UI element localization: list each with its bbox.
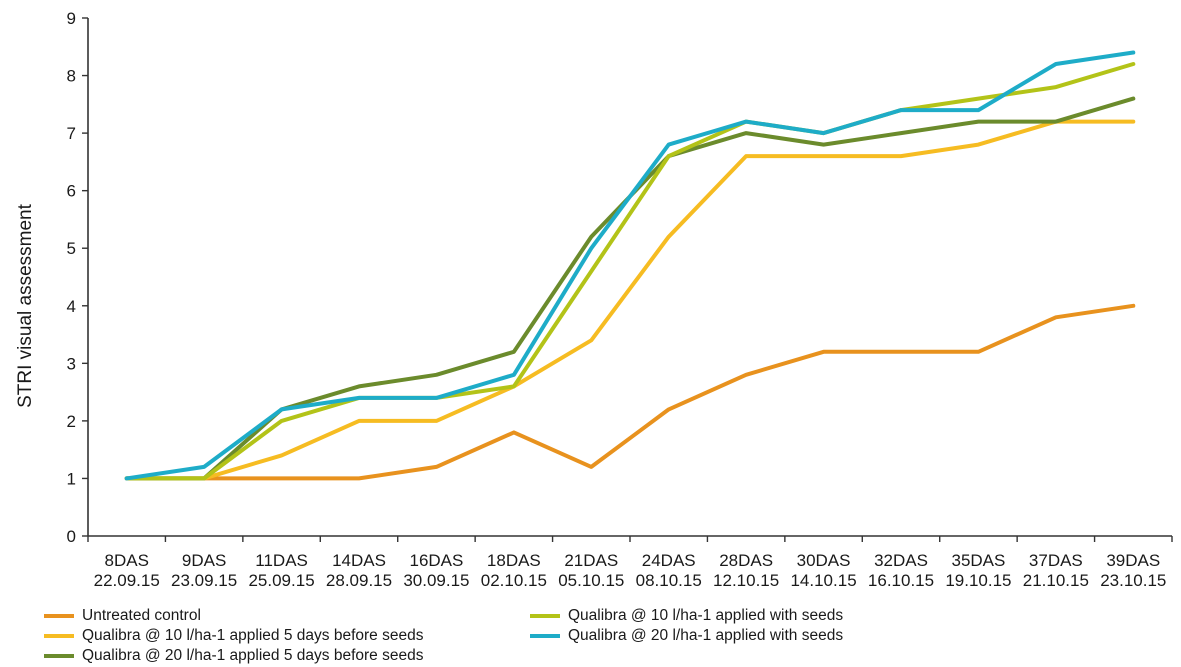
series-lines xyxy=(124,50,1136,481)
x-tick-label-das: 30DAS xyxy=(797,551,851,570)
y-tick-label: 1 xyxy=(67,469,76,488)
x-tick-label-date: 28.09.15 xyxy=(326,571,392,590)
x-tick-label-das: 32DAS xyxy=(874,551,928,570)
x-tick-label-date: 23.09.15 xyxy=(171,571,237,590)
x-tick-label-das: 21DAS xyxy=(564,551,618,570)
x-tick-label-das: 14DAS xyxy=(332,551,386,570)
legend-swatch xyxy=(530,634,560,638)
x-tick-label-das: 37DAS xyxy=(1029,551,1083,570)
y-tick-label: 9 xyxy=(67,9,76,28)
x-tick-label-date: 25.09.15 xyxy=(248,571,314,590)
legend-item-qualibra-20-with: Qualibra @ 20 l/ha-1 applied with seeds xyxy=(530,626,843,646)
x-tick-label-das: 8DAS xyxy=(105,551,149,570)
y-tick-label: 2 xyxy=(67,412,76,431)
y-tick-label: 3 xyxy=(67,354,76,373)
x-tick-label-date: 12.10.15 xyxy=(713,571,779,590)
x-tick-label-das: 35DAS xyxy=(951,551,1005,570)
series-line-0 xyxy=(124,303,1136,481)
x-tick-label-date: 08.10.15 xyxy=(636,571,702,590)
x-tick-label-das: 18DAS xyxy=(487,551,541,570)
x-tick-label-date: 21.10.15 xyxy=(1023,571,1089,590)
y-tick-label: 5 xyxy=(67,239,76,258)
series-line-3 xyxy=(124,62,1136,481)
series-line-1 xyxy=(124,119,1136,481)
legend-swatch xyxy=(44,614,74,618)
x-tick-label-date: 05.10.15 xyxy=(558,571,624,590)
y-tick-label: 0 xyxy=(67,527,76,546)
x-tick-label-das: 24DAS xyxy=(642,551,696,570)
x-tick-label-das: 16DAS xyxy=(409,551,463,570)
legend-swatch xyxy=(530,614,560,618)
y-axis: 0 1 2 3 4 5 6 7 8 9 xyxy=(67,9,89,546)
legend-swatch xyxy=(44,634,74,638)
legend-label: Qualibra @ 20 l/ha-1 applied with seeds xyxy=(568,627,844,644)
legend-label: Untreated control xyxy=(82,607,201,624)
y-tick-label: 8 xyxy=(67,67,76,86)
x-tick-label-date: 23.10.15 xyxy=(1100,571,1166,590)
legend-item-untreated-control: Untreated control xyxy=(44,606,201,626)
legend-swatch xyxy=(44,654,74,658)
x-tick-label-das: 11DAS xyxy=(255,551,308,570)
legend: Untreated control Qualibra @ 10 l/ha-1 a… xyxy=(44,604,1044,666)
x-tick-label-date: 14.10.15 xyxy=(790,571,856,590)
legend-label: Qualibra @ 20 l/ha-1 applied 5 days befo… xyxy=(82,647,424,664)
legend-label: Qualibra @ 10 l/ha-1 applied with seeds xyxy=(568,607,844,624)
x-tick-label-das: 28DAS xyxy=(719,551,773,570)
x-tick-label-das: 9DAS xyxy=(182,551,226,570)
x-tick-label-date: 22.09.15 xyxy=(94,571,160,590)
series-line-4 xyxy=(124,50,1136,481)
legend-label: Qualibra @ 10 l/ha-1 applied 5 days befo… xyxy=(82,627,424,644)
y-tick-label: 6 xyxy=(67,182,76,201)
x-tick-label-date: 16.10.15 xyxy=(868,571,934,590)
x-tick-label-das: 39DAS xyxy=(1106,551,1160,570)
legend-item-qualibra-10-with: Qualibra @ 10 l/ha-1 applied with seeds xyxy=(530,606,843,626)
x-tick-label-date: 30.09.15 xyxy=(403,571,469,590)
y-tick-label: 7 xyxy=(67,124,76,143)
legend-item-qualibra-20-before: Qualibra @ 20 l/ha-1 applied 5 days befo… xyxy=(44,646,423,666)
x-tick-label-date: 02.10.15 xyxy=(481,571,547,590)
legend-item-qualibra-10-before: Qualibra @ 10 l/ha-1 applied 5 days befo… xyxy=(44,626,423,646)
y-axis-label: STRI visual assessment xyxy=(15,203,36,408)
x-tick-label-date: 19.10.15 xyxy=(945,571,1011,590)
y-tick-label: 4 xyxy=(67,297,76,316)
